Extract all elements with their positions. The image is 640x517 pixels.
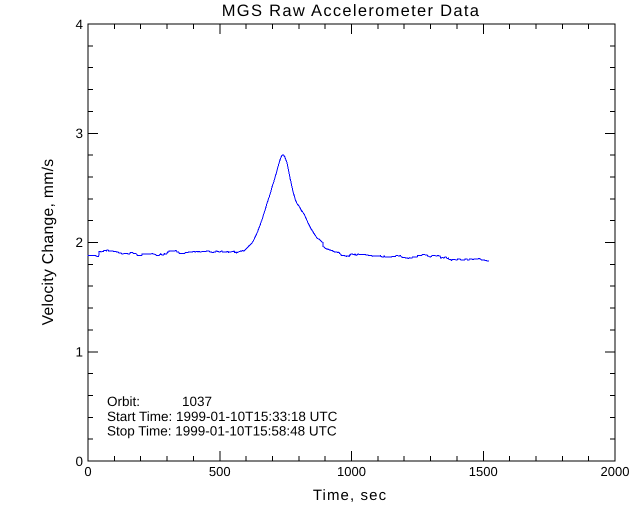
svg-text:Time, sec: Time, sec [313, 487, 387, 504]
svg-text:4: 4 [75, 17, 83, 32]
svg-text:1: 1 [75, 345, 83, 360]
svg-text:1000: 1000 [337, 464, 366, 479]
svg-text:2: 2 [75, 235, 83, 250]
svg-text:0: 0 [75, 454, 83, 469]
svg-text:Start Time: 1999-01-10T15:33:1: Start Time: 1999-01-10T15:33:18 UTC [107, 409, 338, 424]
svg-text:MGS Raw Accelerometer Data: MGS Raw Accelerometer Data [222, 2, 480, 20]
svg-text:Stop Time: 1999-01-10T15:58:48: Stop Time: 1999-01-10T15:58:48 UTC [107, 424, 337, 439]
svg-text:3: 3 [75, 126, 83, 141]
svg-text:2000: 2000 [601, 464, 630, 479]
svg-text:0: 0 [84, 464, 91, 479]
svg-text:1500: 1500 [469, 464, 498, 479]
svg-text:Velocity Change, mm/s: Velocity Change, mm/s [40, 159, 57, 326]
svg-text:500: 500 [209, 464, 231, 479]
